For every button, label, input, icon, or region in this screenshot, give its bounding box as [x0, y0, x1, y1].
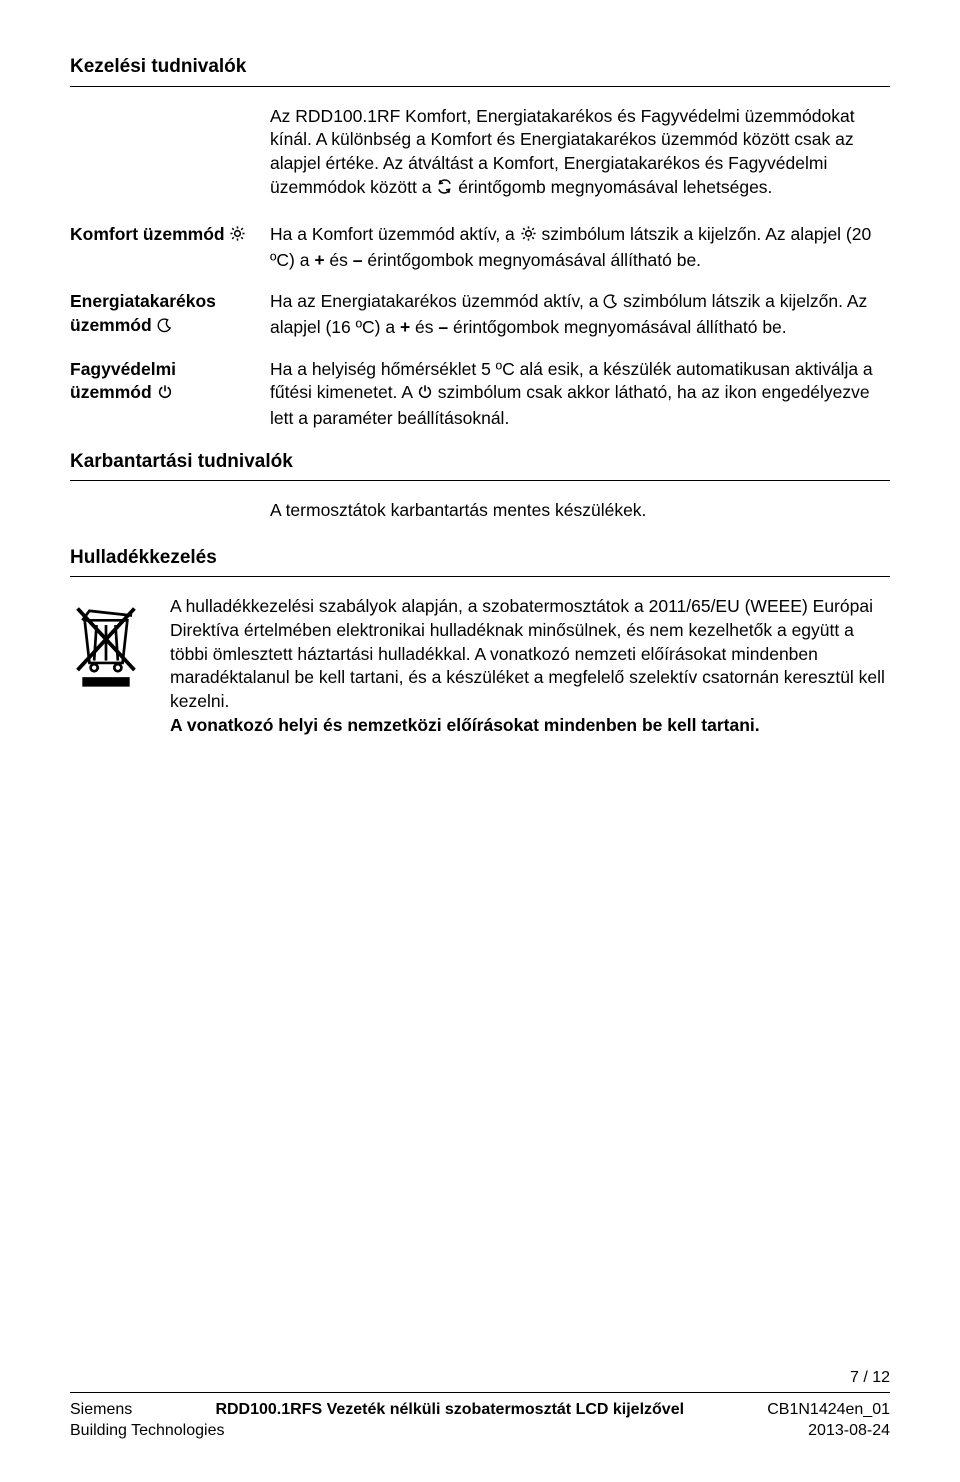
label-komfort-text: Komfort üzemmód	[70, 224, 229, 244]
row-energia: Energiatakarékos üzemmód Ha az Energiata…	[70, 290, 890, 339]
komfort-t3: és	[325, 250, 353, 270]
intro-text-b: érintőgomb megnyomásával lehetséges.	[458, 177, 772, 197]
body-fagy: Ha a helyiség hőmérséklet 5 ºC alá esik,…	[270, 358, 890, 431]
karb-body: A termosztátok karbantartás mentes készü…	[270, 499, 890, 523]
footer-right-1: CB1N1424en_01	[767, 1399, 890, 1421]
cycle-icon	[436, 178, 453, 202]
komfort-t4: érintőgombok megnyomásával állítható be.	[363, 250, 702, 270]
section-title: Kezelési tudnivalók	[70, 54, 890, 80]
footer-right-2: 2013-08-24	[808, 1420, 890, 1442]
row-fagy: Fagyvédelmi üzemmód Ha a helyiség hőmérs…	[70, 358, 890, 431]
label-komfort: Komfort üzemmód	[70, 223, 270, 272]
komfort-t1: Ha a Komfort üzemmód aktív, a	[270, 224, 520, 244]
body-energia: Ha az Energiatakarékos üzemmód aktív, a …	[270, 290, 890, 339]
divider	[70, 86, 890, 87]
footer-mid: RDD100.1RFS Vezeték nélküli szobatermosz…	[215, 1399, 684, 1421]
row-hull: A hulladékkezelési szabályok alapján, a …	[70, 595, 890, 737]
section-title-hull: Hulladékkezelés	[70, 545, 890, 571]
hull-p1: A hulladékkezelési szabályok alapján, a …	[170, 596, 885, 711]
label-energia-1: Energiatakarékos	[70, 291, 216, 311]
energia-t3: és	[410, 317, 438, 337]
weee-icon	[70, 595, 170, 737]
label-energia-2: üzemmód	[70, 315, 157, 335]
energia-plus: +	[400, 317, 410, 337]
power-icon	[417, 383, 433, 407]
footer-left-1: Siemens	[70, 1399, 132, 1421]
section-title-karb: Karbantartási tudnivalók	[70, 449, 890, 475]
label-fagy: Fagyvédelmi üzemmód	[70, 358, 270, 431]
label-energia: Energiatakarékos üzemmód	[70, 290, 270, 339]
divider	[70, 480, 890, 481]
power-icon	[157, 383, 173, 407]
sun-icon	[520, 225, 537, 249]
energia-t1: Ha az Energiatakarékos üzemmód aktív, a	[270, 291, 603, 311]
moon-icon	[157, 316, 172, 340]
komfort-minus: –	[353, 250, 363, 270]
energia-t4: érintőgombok megnyomásával állítható be.	[448, 317, 787, 337]
energia-minus: –	[438, 317, 448, 337]
moon-icon	[603, 292, 618, 316]
row-komfort: Komfort üzemmód Ha a Komfort üzemmód akt…	[70, 223, 890, 272]
label-fagy-2: üzemmód	[70, 382, 157, 402]
footer-left-2: Building Technologies	[70, 1420, 224, 1442]
body-komfort: Ha a Komfort üzemmód aktív, a szimbólum …	[270, 223, 890, 272]
hull-p2: A vonatkozó helyi és nemzetközi előíráso…	[170, 715, 760, 735]
komfort-plus: +	[314, 250, 324, 270]
label-fagy-1: Fagyvédelmi	[70, 359, 176, 379]
page-footer: 7 / 12 Siemens RDD100.1RFS Vezeték nélkü…	[70, 1367, 890, 1442]
intro-paragraph: Az RDD100.1RF Komfort, Energiatakarékos …	[270, 105, 890, 202]
page-number: 7 / 12	[70, 1367, 890, 1393]
divider	[70, 576, 890, 577]
sun-icon	[229, 225, 246, 249]
hull-body: A hulladékkezelési szabályok alapján, a …	[170, 595, 890, 737]
